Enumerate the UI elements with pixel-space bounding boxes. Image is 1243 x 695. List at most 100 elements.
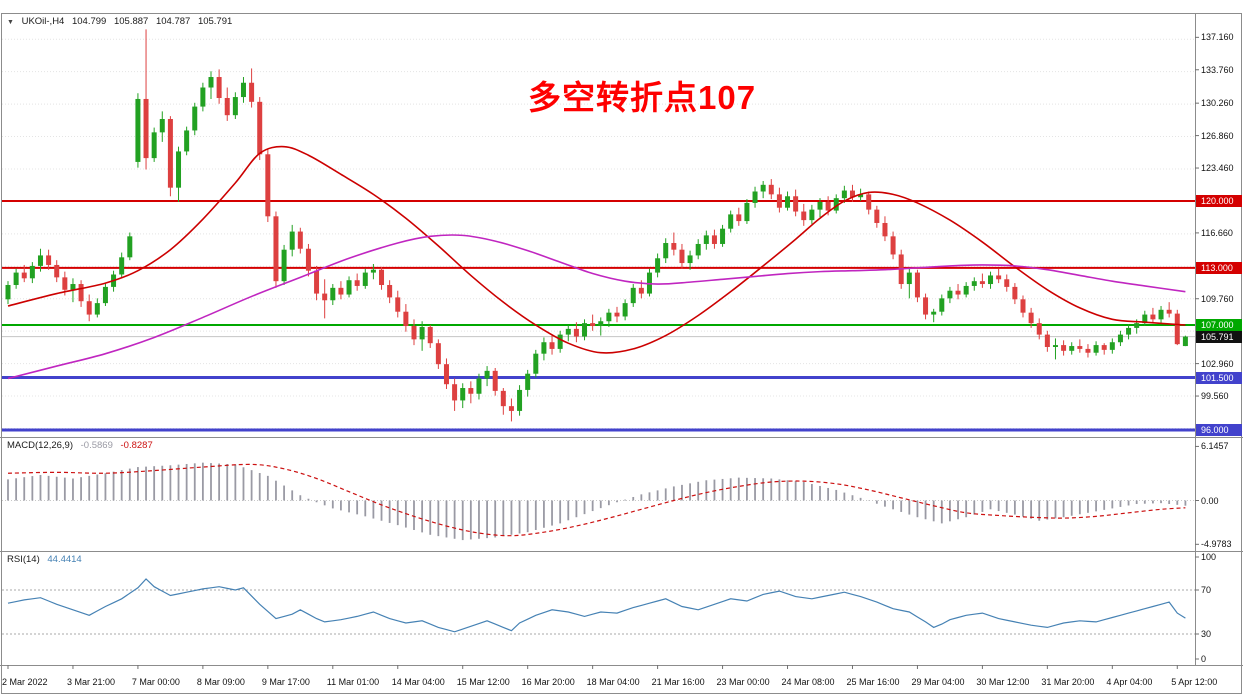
- candle-body: [5, 284, 11, 300]
- time-label: 7 Mar 00:00: [131, 677, 180, 687]
- candle-body: [184, 130, 190, 152]
- candle-body: [370, 269, 376, 273]
- time-label: 11 Mar 01:00: [326, 677, 380, 687]
- candle-body: [614, 312, 620, 317]
- candle-body: [452, 384, 458, 401]
- candle-body: [849, 190, 855, 198]
- candle-body: [151, 132, 157, 159]
- candle-body: [874, 209, 880, 223]
- candle-body: [297, 231, 303, 249]
- price-line-label: 96.000: [1196, 424, 1242, 436]
- candle-body: [1085, 348, 1091, 353]
- rsi-line: [7, 578, 1186, 633]
- bar-close-value: 105.791: [197, 16, 233, 27]
- candle-body: [1174, 313, 1180, 345]
- candle-body: [354, 280, 360, 286]
- price-tick-label: 123.460: [1201, 163, 1234, 174]
- candle-body: [37, 255, 43, 266]
- price-axis[interactable]: 137.160 133.760 130.260 126.860 123.460 116.6…: [1195, 13, 1243, 665]
- rsi-label: RSI(14) 44.4414: [7, 554, 87, 565]
- time-label: 29 Mar 04:00: [911, 677, 965, 687]
- candle-body: [890, 236, 896, 255]
- candle-body: [687, 255, 693, 264]
- candle-body: [1117, 334, 1123, 343]
- candle-body: [500, 390, 506, 407]
- candle-body: [395, 297, 401, 312]
- candle-body: [679, 249, 685, 264]
- candle-body: [21, 272, 27, 279]
- candle-body: [322, 293, 328, 301]
- candle-body: [776, 194, 782, 208]
- candle-body: [695, 243, 701, 256]
- candle-body: [582, 323, 588, 337]
- candle-body: [622, 303, 628, 317]
- candle-body: [143, 98, 149, 159]
- candle-body: [232, 97, 238, 116]
- candle-body: [1109, 342, 1115, 350]
- candle-body: [403, 311, 409, 327]
- candle-body: [1077, 346, 1083, 349]
- rsi-name: RSI(14): [7, 554, 40, 565]
- candle-body: [931, 311, 937, 315]
- time-label: 8 Mar 09:00: [196, 677, 245, 687]
- candle-body: [1158, 309, 1164, 320]
- bar-high-value: 105.887: [113, 16, 149, 27]
- candle-body: [1134, 323, 1140, 328]
- rsi-tick-label: 0: [1201, 654, 1207, 664]
- candle-body: [882, 222, 888, 237]
- time-label: 23 Mar 00:00: [716, 677, 770, 687]
- candle-body: [46, 255, 52, 265]
- candle-body: [655, 258, 661, 273]
- time-label: 18 Mar 04:00: [586, 677, 640, 687]
- candle-body: [240, 82, 246, 98]
- time-label: 24 Mar 08:00: [781, 677, 835, 687]
- candle-body: [257, 101, 263, 155]
- candle-body: [663, 243, 669, 259]
- price-tick-label: 137.160: [1201, 32, 1234, 43]
- price-line-label: 101.500: [1196, 371, 1242, 384]
- candle-body: [1061, 345, 1067, 351]
- macd-tick-label: 6.1457: [1201, 441, 1229, 452]
- candle-body: [671, 243, 677, 250]
- candle-body: [411, 326, 417, 340]
- candle-body: [549, 342, 555, 349]
- rsi-plot[interactable]: [2, 578, 1195, 635]
- candle-body: [419, 326, 425, 340]
- main-plot[interactable]: [2, 29, 1195, 432]
- candle-body: [346, 280, 352, 295]
- candle-body: [273, 216, 279, 282]
- candle-body: [435, 343, 441, 365]
- candle-body: [939, 298, 945, 312]
- candle-body: [1166, 309, 1172, 314]
- rsi-value: 44.4414: [47, 554, 82, 565]
- candle-body: [703, 235, 709, 244]
- candle-body: [1012, 286, 1018, 300]
- candle-body: [476, 378, 482, 394]
- candle-body: [833, 198, 839, 211]
- candle-body: [590, 323, 596, 327]
- candle-body: [460, 388, 466, 401]
- candle-body: [517, 389, 523, 411]
- candle-body: [801, 211, 807, 221]
- time-label: 16 Mar 20:00: [521, 677, 575, 687]
- macd-plot[interactable]: [2, 462, 1195, 541]
- candle-body: [1150, 314, 1156, 320]
- candle-body: [996, 275, 1002, 280]
- candle-body: [1093, 345, 1099, 353]
- candle-body: [785, 196, 791, 208]
- candle-body: [508, 406, 514, 411]
- candle-body: [289, 231, 295, 250]
- candle-body: [305, 248, 311, 271]
- candle-body: [752, 191, 758, 203]
- ma-fast-red: [7, 145, 1186, 354]
- candle-body: [94, 303, 100, 315]
- collapse-arrow-icon: ▼: [7, 19, 14, 26]
- candle-body: [988, 275, 994, 285]
- time-axis[interactable]: 2 Mar 2022 3 Mar 21:00 7 Mar 00:00 8 Mar 09…: [0, 665, 1243, 695]
- candle-body: [565, 328, 571, 335]
- price-line-label: 107.000: [1196, 319, 1242, 332]
- candle-body: [1069, 346, 1075, 351]
- candle-body: [711, 235, 717, 244]
- time-label: 25 Mar 16:00: [846, 677, 900, 687]
